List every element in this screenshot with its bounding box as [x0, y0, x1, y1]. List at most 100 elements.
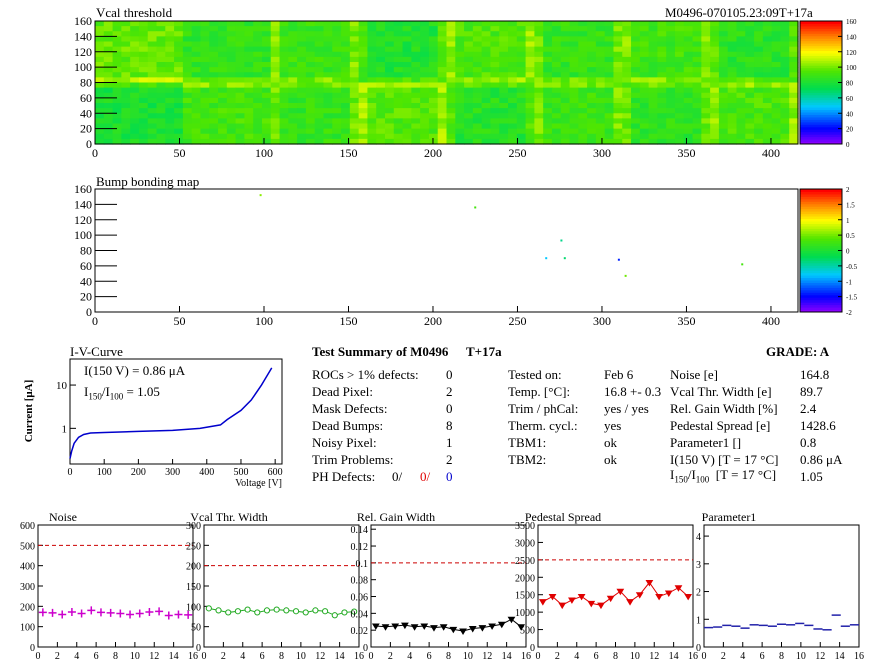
- vcal-cell: [762, 62, 773, 68]
- vcal-cell: [683, 56, 694, 63]
- vcal-cell: [560, 77, 571, 84]
- vcal-cell: [95, 62, 105, 68]
- vcal-cell: [710, 62, 720, 68]
- vcal-cell: [182, 46, 193, 53]
- vcal-cell: [464, 133, 474, 140]
- bump-colorbar-cell: [800, 198, 842, 202]
- vcal-cell: [446, 62, 456, 68]
- vcal-cell: [692, 138, 702, 145]
- vcal-cell: [349, 67, 360, 73]
- vcal-cell: [226, 26, 237, 32]
- vcal-cell: [200, 51, 210, 58]
- vcal-cell: [428, 41, 439, 48]
- vcal-xtick-label: 100: [255, 146, 273, 160]
- vcal-cell: [587, 87, 597, 94]
- vcal-cell: [718, 51, 729, 58]
- vcal-cell: [490, 128, 500, 135]
- vcal-cell: [710, 56, 720, 63]
- vcal-cell: [358, 56, 369, 63]
- vcal-cell: [437, 72, 448, 78]
- vcal-cell: [455, 77, 465, 84]
- bump-colorbar-label: 0: [846, 248, 850, 256]
- vcal-cell: [499, 138, 509, 145]
- vcal-cell: [297, 62, 307, 68]
- vcal-cell: [490, 26, 500, 32]
- vcal-cell: [165, 118, 175, 125]
- vcal-cell: [279, 118, 289, 125]
- vcal-cell: [727, 118, 738, 125]
- vcal-title: Vcal threshold: [96, 5, 173, 20]
- vcal-cell: [657, 77, 667, 84]
- iv-curve: [69, 367, 273, 459]
- vcal-cell: [323, 87, 333, 94]
- vcal-cell: [402, 41, 412, 48]
- vcal-cell: [718, 133, 729, 140]
- vcal-cell: [411, 67, 421, 73]
- bump-colorbar-cell: [800, 287, 842, 291]
- vcal-cell: [218, 103, 228, 109]
- vcal-cell: [437, 82, 448, 89]
- vcal-xtick-label: 400: [762, 146, 780, 160]
- plot-vcalw-line: [208, 607, 355, 616]
- vcal-cell: [595, 56, 606, 63]
- vcal-cell: [613, 72, 623, 78]
- vcal-cell: [525, 51, 535, 58]
- vcal-cell: [604, 82, 615, 89]
- bump-point: [474, 206, 477, 209]
- vcal-cell: [384, 97, 395, 104]
- vcal-cell: [218, 92, 228, 99]
- vcal-cell: [499, 26, 509, 32]
- vcal-cell: [508, 123, 518, 130]
- vcal-cell: [323, 103, 333, 109]
- vcal-cell: [411, 97, 421, 104]
- vcal-cell: [762, 113, 773, 119]
- vcal-cell: [323, 128, 333, 135]
- vcal-cell: [253, 21, 263, 27]
- vcal-cell: [604, 133, 615, 140]
- vcal-cell: [95, 46, 105, 53]
- vcal-cell: [780, 133, 790, 140]
- vcal-cell: [95, 128, 105, 135]
- vcal-cell: [771, 97, 782, 104]
- vcal-cell: [464, 113, 474, 119]
- vcal-cell: [420, 36, 430, 43]
- vcal-cell: [666, 26, 676, 32]
- vcal-cell: [226, 123, 237, 130]
- vcal-cell: [534, 123, 544, 130]
- vcal-cell: [727, 92, 738, 99]
- vcal-cell: [490, 31, 500, 37]
- summary-left-label-4: Noisy Pixel:: [312, 435, 377, 450]
- vcal-cell: [191, 92, 202, 99]
- vcal-cell: [305, 51, 316, 58]
- vcal-cell: [103, 31, 114, 37]
- vcal-cell: [587, 67, 597, 73]
- vcal-cell: [297, 31, 307, 37]
- vcal-cell: [560, 72, 571, 78]
- vcal-cell: [305, 97, 316, 104]
- vcal-cell: [209, 113, 219, 119]
- vcal-cell: [631, 46, 641, 53]
- vcal-cell: [666, 97, 676, 104]
- vcal-colorbar-label: 20: [846, 126, 854, 134]
- vcal-cell: [534, 67, 544, 73]
- plot-vcalw-point: [341, 609, 348, 616]
- vcal-cell: [516, 108, 527, 114]
- vcal-cell: [587, 113, 597, 119]
- vcal-cell: [666, 133, 676, 140]
- vcal-cell: [754, 21, 764, 27]
- plot-ped-point: [684, 593, 693, 601]
- vcal-cell: [551, 118, 562, 125]
- vcal-cell: [534, 108, 544, 114]
- vcal-cell: [297, 87, 307, 94]
- vcal-cell: [683, 97, 694, 104]
- vcal-colorbar-cell: [800, 89, 842, 93]
- vcal-cell: [428, 51, 439, 58]
- vcal-cell: [745, 118, 755, 125]
- vcal-cell: [666, 82, 676, 89]
- vcal-cell: [551, 67, 562, 73]
- vcal-xtick-label: 200: [424, 146, 442, 160]
- vcal-cell: [411, 26, 421, 32]
- vcal-cell: [464, 77, 474, 84]
- vcal-cell: [780, 26, 790, 32]
- vcal-cell: [455, 51, 465, 58]
